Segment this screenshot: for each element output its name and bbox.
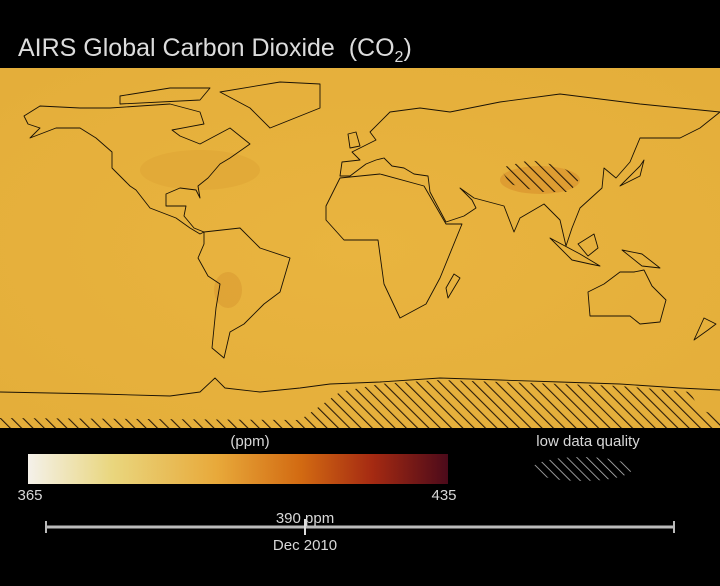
- title: AIRS Global Carbon Dioxide (CO2): [18, 34, 412, 66]
- north-america: [23, 103, 251, 235]
- arctic-islands: [119, 87, 211, 105]
- map-shade: [214, 272, 242, 308]
- colorbar-unit: (ppm): [230, 433, 269, 450]
- colorbar-max: 435: [431, 487, 456, 504]
- sumatra-java: [549, 237, 601, 267]
- colorbar-min: 365: [17, 487, 42, 504]
- legend-label: low data quality: [536, 433, 640, 450]
- map: [0, 68, 720, 428]
- new-zealand: [693, 317, 717, 341]
- slider-value: 390 ppm: [276, 510, 334, 527]
- title-subscript: 2: [395, 49, 404, 66]
- colorbar: [28, 454, 448, 484]
- map-background: [0, 68, 720, 428]
- borneo: [577, 233, 599, 257]
- madagascar: [445, 273, 461, 299]
- australia: [587, 269, 667, 325]
- low-quality-antarctica: [0, 380, 720, 428]
- antarctica: [0, 377, 720, 397]
- africa: [325, 173, 463, 319]
- britain: [347, 131, 361, 149]
- south-america: [197, 227, 291, 359]
- greenland: [219, 81, 321, 129]
- time-slider: 390 ppm Dec 2010: [45, 510, 675, 554]
- eurasia: [339, 93, 720, 247]
- title-text: AIRS Global Carbon Dioxide (CO: [18, 34, 395, 62]
- low-quality-tibet: [500, 160, 580, 192]
- legend-hatch: [532, 457, 632, 481]
- japan: [619, 159, 645, 187]
- slider-date: Dec 2010: [273, 537, 337, 554]
- map-shade: [140, 150, 260, 190]
- new-guinea: [621, 249, 661, 269]
- title-end: ): [403, 34, 411, 62]
